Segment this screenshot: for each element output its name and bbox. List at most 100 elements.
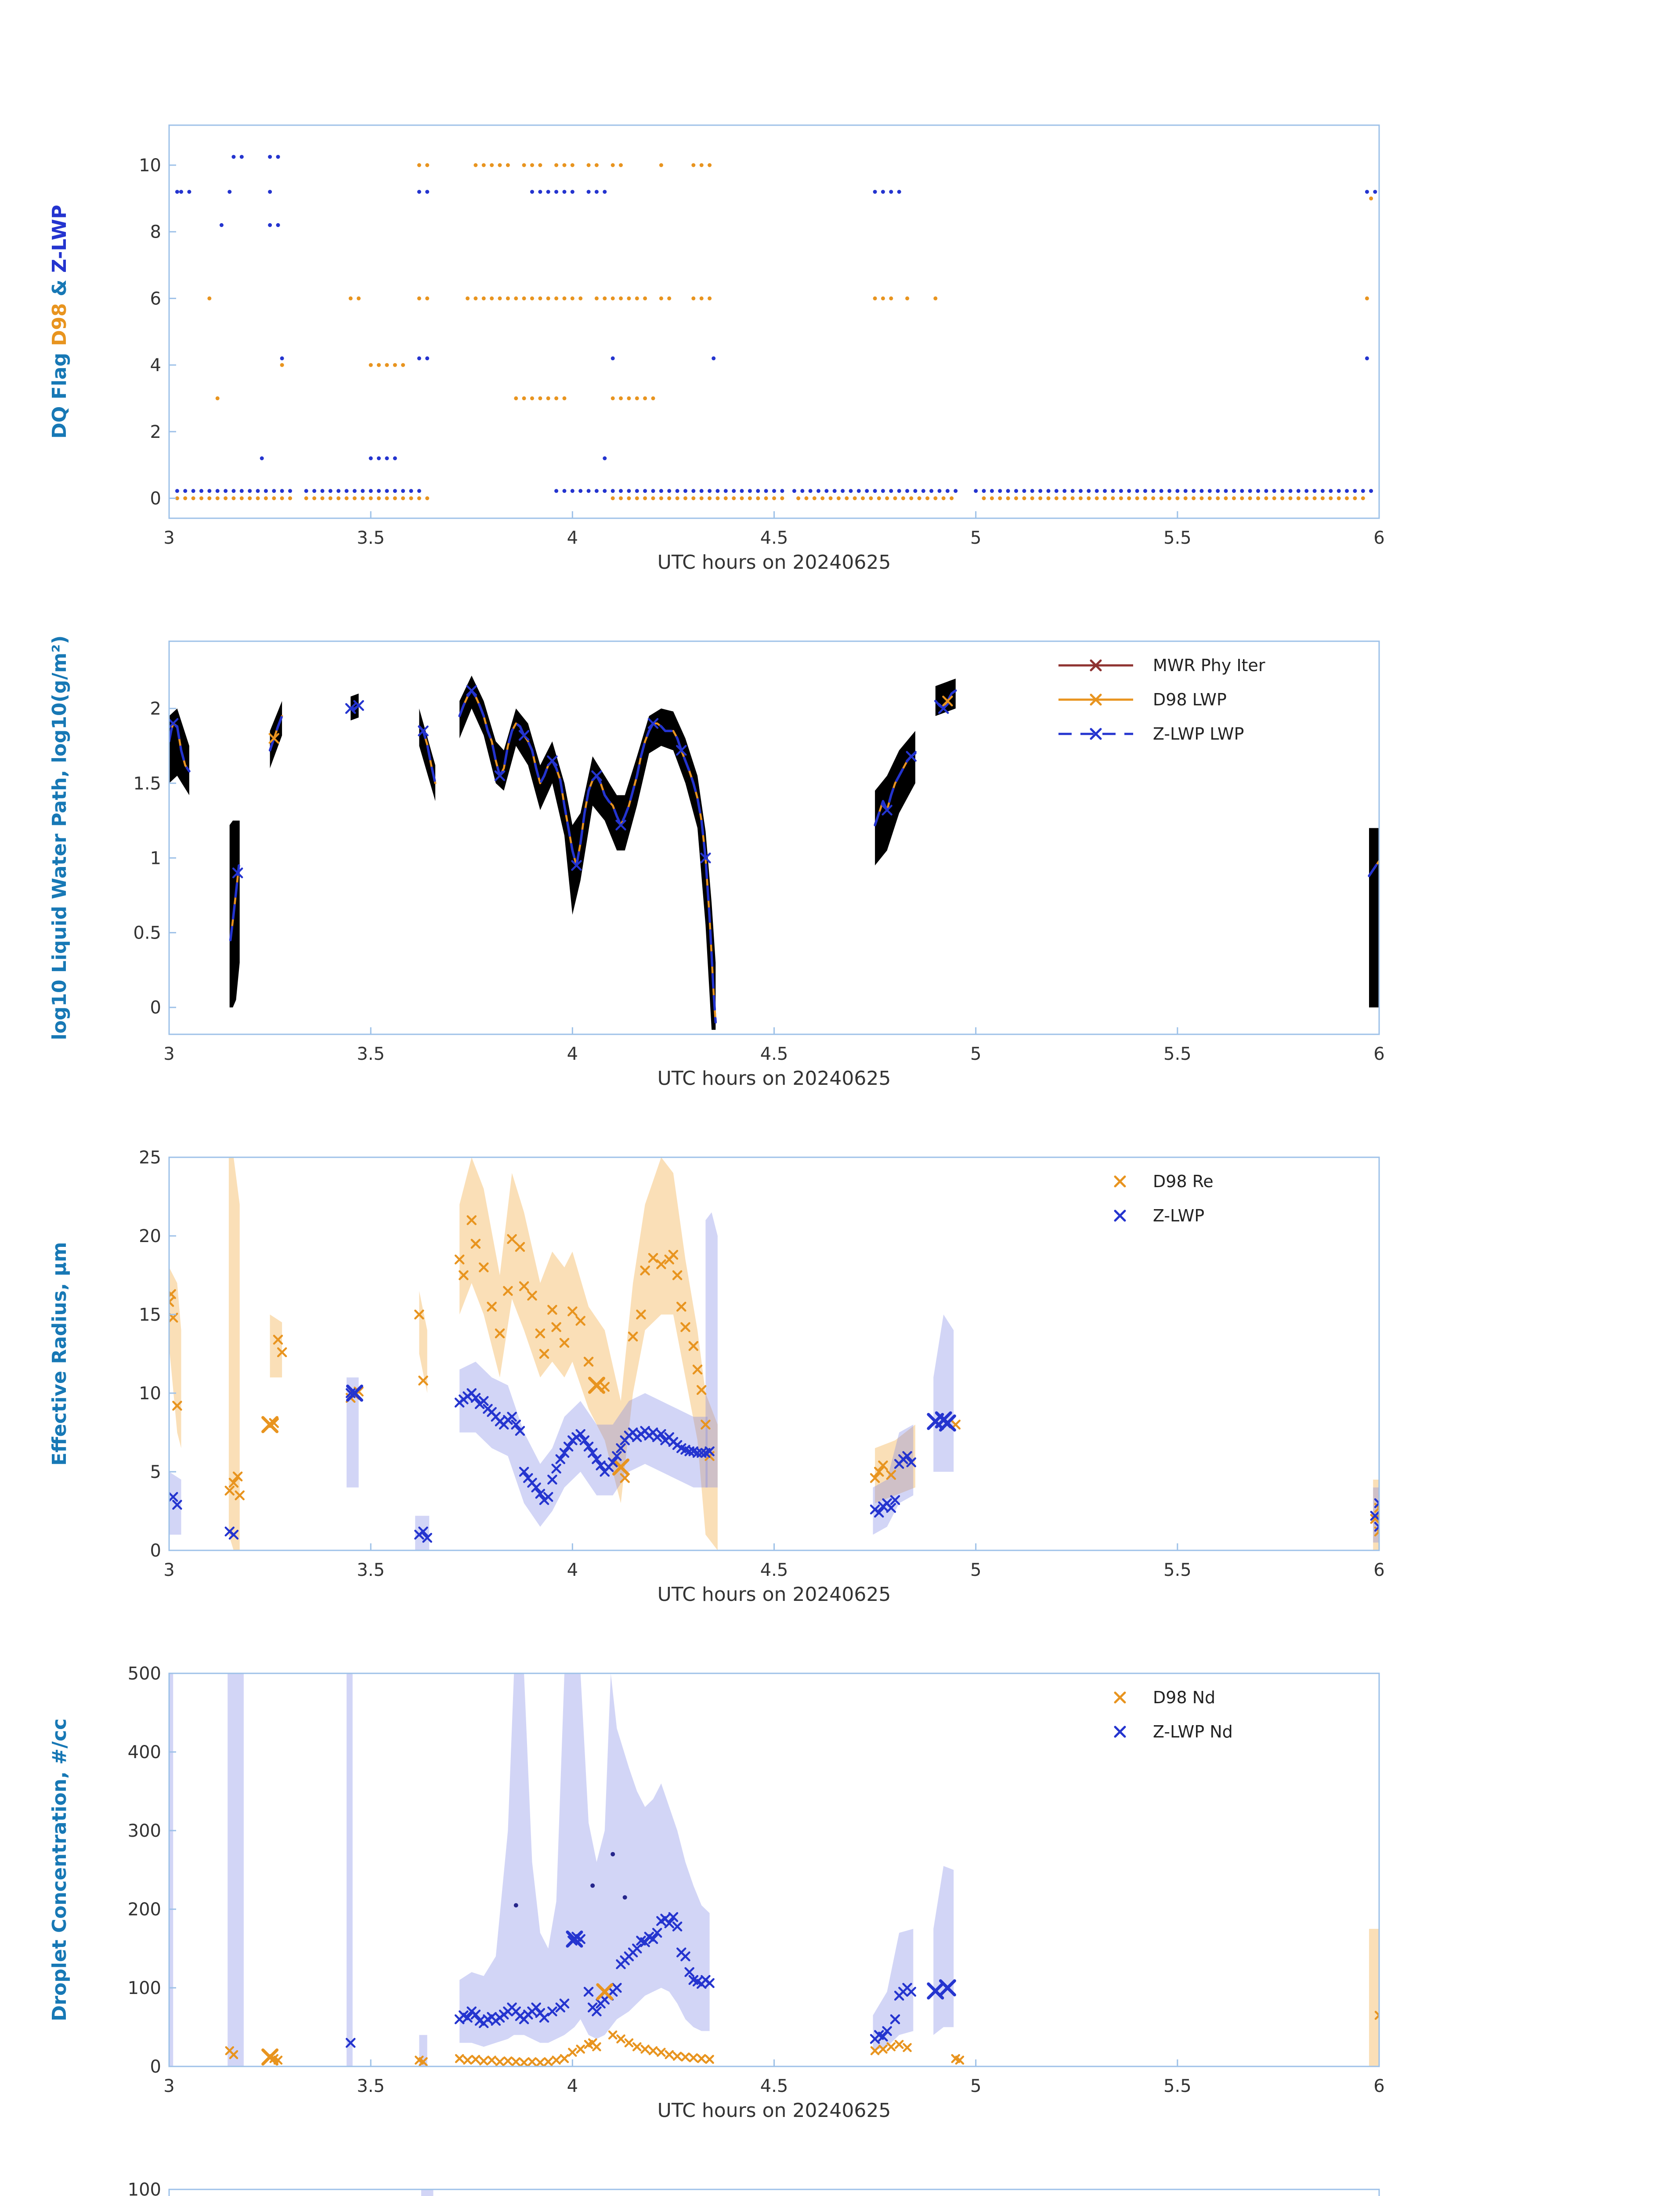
x-tick-label: 6 xyxy=(1373,1560,1384,1580)
x-tick-label: 4 xyxy=(567,1044,578,1064)
legend-label: D98 Re xyxy=(1153,1172,1214,1191)
legend-marker-icon xyxy=(1090,728,1102,740)
x-tick-label: 6 xyxy=(1373,528,1384,548)
legend: D98 Nd Z-LWP Nd xyxy=(1114,1688,1233,1741)
legend-label: Z-LWP Nd xyxy=(1153,1722,1233,1741)
legend: MWR Phy Iter D98 LWP Z-LWP LWP xyxy=(1058,656,1265,744)
scatter-d98-re-bold xyxy=(261,1376,630,1476)
x-tick-label: 4.5 xyxy=(760,1044,788,1064)
y-tick-label: 15 xyxy=(139,1305,161,1325)
plot-area xyxy=(421,2189,434,2196)
legend-marker-icon xyxy=(1114,1210,1126,1222)
y-tick-label: 2 xyxy=(150,699,161,719)
x-axis-label: UTC hours on 20240625 xyxy=(658,551,891,574)
y-tick-label: 400 xyxy=(128,1742,161,1763)
chart-droplet-concentration: 3 3.5 4 4.5 5 5.5 6 0 100 200 300 400 500 UTC hours o… xyxy=(48,1664,1385,2122)
y-tick-label: 0 xyxy=(150,998,161,1018)
x-tick-label: 4 xyxy=(567,2076,578,2096)
scatter-d98-flag-high xyxy=(207,163,1373,401)
y-tick-label: 100 xyxy=(128,2180,161,2196)
legend-label: D98 Nd xyxy=(1153,1688,1215,1707)
x-tick-label: 3 xyxy=(163,1044,174,1064)
y-tick-label: 1.5 xyxy=(133,773,161,794)
axes: 3 3.5 4 4.5 5 5.5 6 0 2 4 6 8 10 xyxy=(139,124,1385,548)
chart-dq-flag: 3 3.5 4 4.5 5 5.5 6 0 2 4 6 8 10 UTC hours on 2024062… xyxy=(48,124,1385,574)
scatter-zlwp-re xyxy=(169,1388,1379,1543)
x-tick-label: 5 xyxy=(970,1560,981,1580)
y-tick-label: 1 xyxy=(150,848,161,868)
y-axis-label: Droplet Concentration, #/cc xyxy=(48,1719,71,2022)
x-tick-label: 5 xyxy=(970,2076,981,2096)
legend-marker-icon xyxy=(1114,1691,1126,1704)
x-tick-label: 4.5 xyxy=(760,528,788,548)
legend-marker-icon xyxy=(1090,659,1102,672)
plot-area xyxy=(169,1673,1379,2066)
axes: 3 3.5 4 4.5 5 5.5 6 0 100 200 300 400 500 xyxy=(128,1664,1385,2096)
x-tick-label: 3.5 xyxy=(357,1560,385,1580)
y-tick-label: 100 xyxy=(128,1978,161,1998)
legend-marker-icon xyxy=(1114,1175,1126,1188)
y-tick-label: 0 xyxy=(150,488,161,509)
x-tick-label: 5.5 xyxy=(1163,528,1192,548)
scatter-zlwp-re-bold xyxy=(346,1384,956,1432)
scatter-zlwp-nd-bold xyxy=(566,1930,956,2000)
legend-marker-icon xyxy=(1090,693,1102,706)
chart-lwp: 3 3.5 4 4.5 5 5.5 6 0 0.5 1 1.5 2 UTC hours on 20240… xyxy=(48,636,1385,1090)
x-tick-label: 5.5 xyxy=(1163,1044,1192,1064)
x-tick-label: 6 xyxy=(1373,1044,1384,1064)
x-axis-label: UTC hours on 20240625 xyxy=(658,1583,891,1606)
plot-area xyxy=(169,675,1379,1030)
plot-area xyxy=(169,1157,1379,1550)
legend-label: D98 LWP xyxy=(1153,690,1227,709)
axes: 3 3.5 4 4.5 5 5.5 6 0 0.5 1 1.5 2 xyxy=(133,640,1385,1064)
band-zlwp-od-band xyxy=(421,2189,434,2196)
scatter-d98-line-markers xyxy=(268,695,953,744)
y-tick-label: 6 xyxy=(150,289,161,309)
x-tick-label: 4.5 xyxy=(760,2076,788,2096)
x-tick-label: 5.5 xyxy=(1163,1560,1192,1580)
plot-area xyxy=(175,155,1377,500)
x-tick-label: 6 xyxy=(1373,2076,1384,2096)
x-tick-label: 5 xyxy=(970,1044,981,1064)
scatter-zlwp-line-markers xyxy=(169,685,949,878)
x-tick-label: 3.5 xyxy=(357,528,385,548)
legend-label: MWR Phy Iter xyxy=(1153,656,1265,675)
band-d98-re-band xyxy=(169,1157,1379,1550)
scatter-mwr-nd xyxy=(513,1852,627,1908)
scatter-d98-nd xyxy=(225,2011,1379,2066)
y-axis-label: Effective Radius, μm xyxy=(48,1242,71,1466)
x-tick-label: 3.5 xyxy=(357,2076,385,2096)
y-tick-label: 5 xyxy=(150,1462,161,1482)
scatter-zlwp-flag-high xyxy=(175,155,1377,460)
y-tick-label: 500 xyxy=(128,1664,161,1684)
x-tick-label: 4 xyxy=(567,1560,578,1580)
y-tick-label: 2 xyxy=(150,422,161,442)
y-axis-label: DQ Flag D98 & Z-LWP xyxy=(48,205,71,438)
axes: 3 3.5 4 4.5 5 5.5 6 0 5 10 15 20 25 xyxy=(139,1148,1385,1580)
x-tick-label: 5 xyxy=(970,528,981,548)
y-tick-label: 0 xyxy=(150,2057,161,2077)
y-tick-label: 300 xyxy=(128,1821,161,1841)
y-tick-label: 200 xyxy=(128,1900,161,1920)
x-axis-label: UTC hours on 20240625 xyxy=(658,2099,891,2122)
y-tick-label: 4 xyxy=(150,355,161,376)
scatter-zlwp-flag-row0 xyxy=(175,489,1373,493)
y-tick-label: 10 xyxy=(139,1383,161,1404)
y-tick-label: 0.5 xyxy=(133,923,161,943)
y-tick-label: 20 xyxy=(139,1226,161,1246)
legend-marker-icon xyxy=(1114,1726,1126,1738)
x-tick-label: 4.5 xyxy=(760,1560,788,1580)
x-axis-label: UTC hours on 20240625 xyxy=(658,1067,891,1090)
chart-effective-radius: 3 3.5 4 4.5 5 5.5 6 0 5 10 15 20 25 UTC hours on 2024… xyxy=(48,1148,1385,1606)
axes: 33.544.555.56020406080100 xyxy=(128,2180,1380,2196)
legend-label: Z-LWP xyxy=(1153,1206,1204,1225)
y-tick-label: 0 xyxy=(150,1541,161,1561)
legend: D98 Re Z-LWP xyxy=(1114,1172,1214,1225)
x-tick-label: 3 xyxy=(163,528,174,548)
y-axis-label: log10 Liquid Water Path, log10(g/m²) xyxy=(48,636,71,1040)
band-d98-nd-band xyxy=(1369,1929,1379,2066)
legend-label: Z-LWP LWP xyxy=(1153,724,1244,744)
